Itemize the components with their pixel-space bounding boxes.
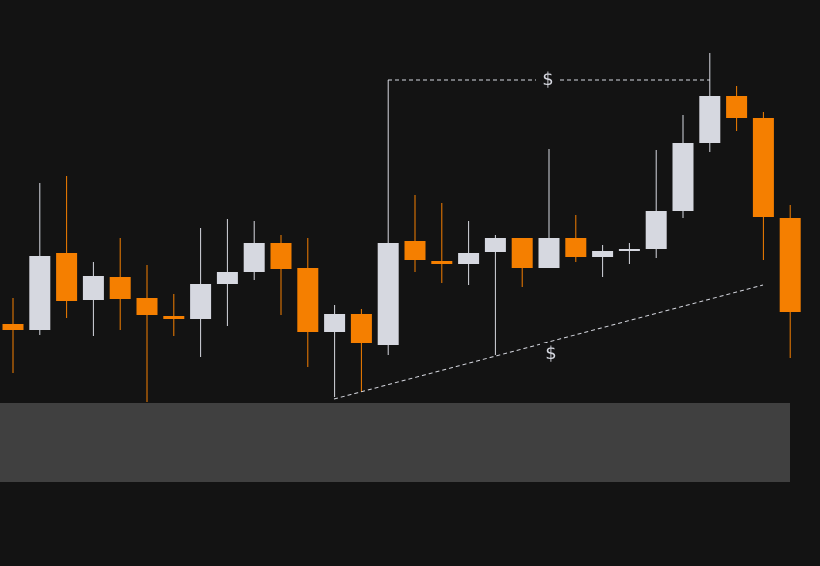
candle-body — [216, 272, 238, 284]
annotation: $ — [542, 69, 553, 90]
candle-body — [324, 314, 346, 332]
candle-body — [511, 238, 533, 268]
trend-line — [333, 284, 764, 400]
candle-body — [565, 238, 587, 257]
candle-body — [699, 96, 721, 143]
candle-body — [270, 243, 292, 269]
candle-body — [484, 238, 506, 252]
candle-body — [163, 316, 185, 319]
candle-body — [297, 268, 319, 332]
candle-body — [109, 277, 131, 299]
panel — [0, 403, 790, 482]
candle-body — [243, 243, 265, 272]
candle-body — [56, 253, 78, 301]
candle-body — [672, 143, 694, 211]
candle-body — [350, 314, 372, 343]
candle-body — [431, 261, 453, 264]
annotation: $ — [545, 343, 556, 364]
candle-body — [404, 241, 426, 260]
label-bg — [540, 343, 562, 365]
candle-body — [645, 211, 667, 249]
candle-body — [136, 298, 158, 315]
candle-body — [618, 249, 640, 251]
candle-body — [779, 218, 801, 312]
candle-body — [752, 118, 774, 217]
candle-body — [726, 96, 748, 118]
candle-body — [2, 324, 24, 330]
candle-body — [377, 243, 399, 345]
candle-body — [190, 284, 212, 319]
candle-body — [538, 238, 560, 268]
candle-body — [592, 251, 614, 257]
candle-body — [82, 276, 104, 300]
candle-body — [29, 256, 51, 330]
candle-body — [458, 253, 480, 264]
